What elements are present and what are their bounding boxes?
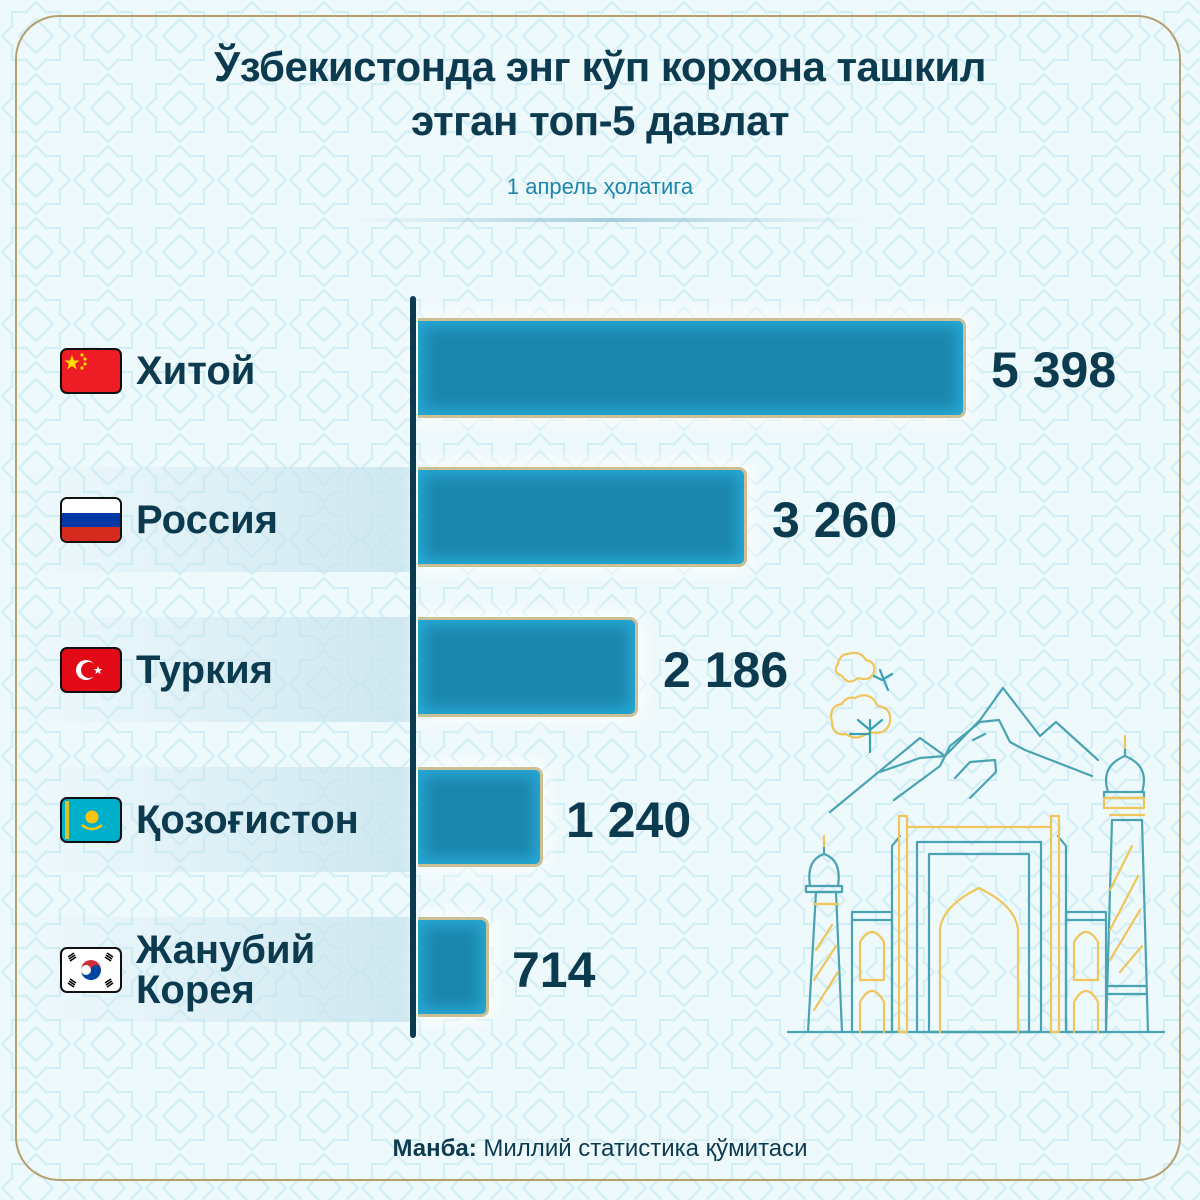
kazakhstan-flag-icon <box>60 796 122 843</box>
y-axis-line <box>410 296 416 1038</box>
turkey-flag-icon <box>60 646 122 693</box>
title-divider <box>350 218 870 222</box>
chart-subtitle: 1 апрель ҳолатига <box>506 174 694 199</box>
south-korea-flag-icon <box>60 946 122 993</box>
category-label-turkey: Туркия <box>60 617 273 722</box>
bar-russia <box>418 467 747 567</box>
chart-title: Ўзбекистонда энг кўп корхона ташкил этга… <box>214 43 986 144</box>
bar-turkey <box>418 617 638 717</box>
cotton-icon <box>830 651 892 739</box>
russia-flag-icon <box>60 496 122 543</box>
card-frame <box>15 15 1181 1181</box>
bar-china <box>418 318 966 418</box>
value-label-south-korea: 714 <box>512 942 596 998</box>
china-flag-icon <box>60 347 122 394</box>
value-label-kazakhstan: 1 240 <box>566 792 692 848</box>
mountains-icon <box>828 686 1100 814</box>
category-label-china: Хитой <box>60 318 255 423</box>
bar-south-korea <box>418 917 489 1017</box>
category-label-russia: Россия <box>60 467 278 572</box>
category-label-kazakhstan: Қозоғистон <box>60 767 359 872</box>
value-label-china: 5 398 <box>991 342 1117 398</box>
value-label-russia: 3 260 <box>772 492 898 548</box>
category-label-south-korea: Жанубий Корея <box>60 917 315 1022</box>
bar-kazakhstan <box>418 767 543 867</box>
source-note: Манба: Миллий статистика қўмитаси <box>392 1135 808 1162</box>
madrasa-mountains-illustration <box>786 651 1166 1034</box>
value-label-turkey: 2 186 <box>663 642 789 698</box>
country-two-line: Жанубий Корея <box>136 927 316 1012</box>
